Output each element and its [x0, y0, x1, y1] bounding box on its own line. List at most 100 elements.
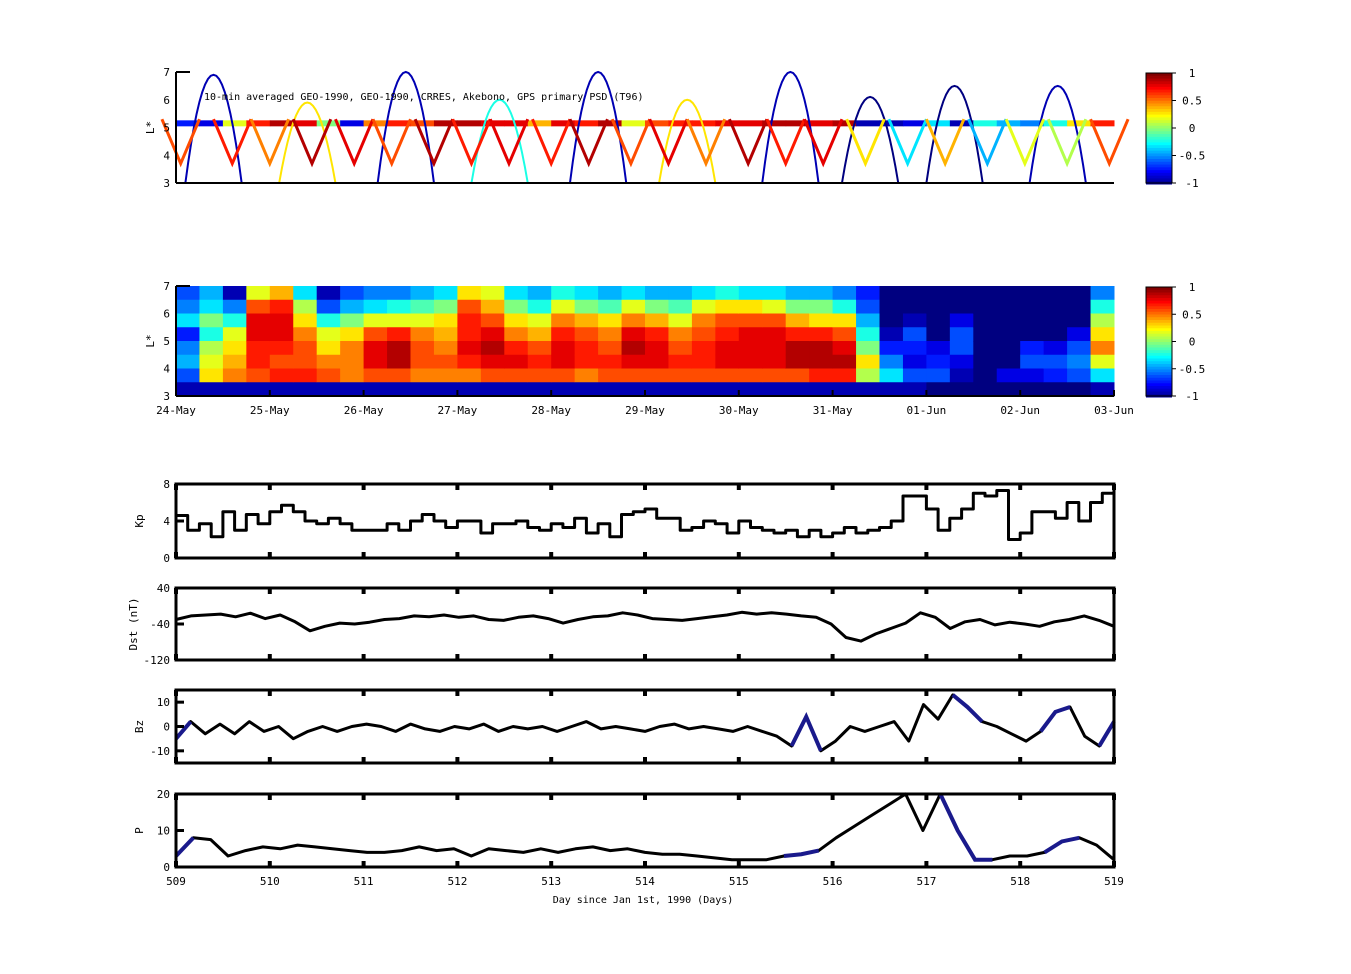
colorbar-tick-label: -0.5 [1179, 363, 1206, 376]
colorbar-cell [1146, 147, 1172, 152]
heatmap-cell [551, 368, 576, 383]
geo-track-cell [902, 120, 927, 127]
colorbar-cell [1146, 339, 1172, 343]
heatmap-cell [246, 313, 271, 328]
geo-track-cell [762, 120, 787, 127]
heatmap-cell [527, 341, 552, 356]
heatmap-cell [1020, 313, 1045, 328]
highlight-segment [938, 793, 993, 862]
colorbar-cell [1146, 109, 1172, 113]
heatmap-cell [340, 286, 365, 301]
colorbar-cell [1146, 353, 1172, 357]
geo-track-cell [574, 120, 599, 127]
heatmap-cell [316, 299, 341, 314]
geo-track-cell [832, 120, 857, 127]
x-tick-label: 517 [916, 875, 936, 888]
heatmap-cell [222, 327, 247, 342]
geo-track-cell [176, 120, 200, 127]
heatmap-cell [387, 299, 411, 314]
heatmap-cell [199, 382, 224, 397]
heatmap-cell [433, 341, 458, 356]
colorbar-cell [1146, 386, 1172, 390]
colorbar-cell [1146, 331, 1172, 335]
heatmap-cell [809, 327, 834, 342]
heatmap-cell [598, 341, 623, 356]
y-tick-label: 4 [163, 515, 170, 528]
heatmap-cell [949, 299, 974, 314]
heatmap-cell [199, 341, 224, 356]
heatmap-cell [410, 382, 435, 397]
colorbar-cell [1146, 295, 1172, 299]
colorbar-cell [1146, 139, 1172, 143]
crres-pass-track [845, 118, 886, 168]
heatmap-cell [574, 313, 599, 328]
colorbar-cell [1146, 333, 1172, 337]
heatmap-cell [433, 299, 458, 314]
heatmap-cell [856, 299, 880, 314]
gps-pass-track [840, 95, 900, 184]
heatmap-cell [222, 286, 247, 301]
heatmap-cell [340, 368, 365, 383]
heatmap-cell [832, 341, 857, 356]
heatmap-cell [1043, 368, 1068, 383]
heatmap-cell [762, 313, 787, 328]
y-tick-label: 6 [163, 94, 170, 107]
heatmap-cell [551, 299, 576, 314]
colorbar-cell [1146, 306, 1172, 310]
heatmap-cell [691, 341, 716, 356]
heatmap-cell [269, 286, 294, 301]
heatmap-cell [785, 354, 810, 369]
geo-track-cell [715, 120, 740, 127]
heatmap-cell [480, 341, 505, 356]
heatmap-cell [762, 368, 787, 383]
heatmap-cell [269, 299, 294, 314]
heatmap-cell [856, 382, 880, 397]
date-tick-label: 31-May [813, 404, 853, 417]
psd-geo-panel: 10-min averaged GEO-1990, GEO-1990, CRRE… [160, 70, 1130, 184]
heatmap-cell [176, 354, 200, 369]
heatmap-cell [785, 368, 810, 383]
heatmap-cell [340, 313, 365, 328]
heatmap-cell [856, 327, 880, 342]
colorbar-cell [1146, 311, 1172, 315]
heatmap-cell [926, 313, 951, 328]
series-line-bz [174, 693, 1116, 753]
heatmap-cell [1090, 327, 1115, 342]
geo-track-cell [222, 120, 247, 127]
heatmap-cell [621, 382, 646, 397]
crres-pass-track [925, 118, 966, 168]
panel-frame [174, 586, 1116, 662]
heatmap-cell [504, 368, 529, 383]
colorbar-cell [1146, 86, 1172, 91]
heatmap-cell [1043, 341, 1068, 356]
heatmap-cell [1043, 354, 1068, 369]
heatmap-cell [246, 382, 271, 397]
heatmap-cell [1090, 313, 1115, 328]
heatmap-cell [433, 327, 458, 342]
heatmap-cell [269, 313, 294, 328]
colorbar-cell [1146, 134, 1172, 138]
heatmap-cell [762, 354, 787, 369]
heatmap-cell [879, 313, 904, 328]
crres-pass-track [488, 118, 530, 168]
heatmap-cell [856, 368, 880, 383]
heatmap-cell [363, 327, 388, 342]
heatmap-cell [785, 327, 810, 342]
colorbar-cell [1146, 161, 1172, 166]
heatmap-cell [340, 327, 365, 342]
heatmap-cell [457, 354, 482, 369]
heatmap-cell [996, 327, 1021, 342]
colorbar-cell [1146, 298, 1172, 302]
colorbar-cell [1146, 309, 1172, 313]
heatmap-cell [410, 313, 435, 328]
heatmap-cell [1043, 313, 1068, 328]
psd-heatmap-panel [176, 286, 1115, 397]
heatmap-cell [387, 286, 411, 301]
heatmap-cell [316, 341, 341, 356]
colorbar-cell [1146, 314, 1172, 318]
heatmap-cell [668, 299, 693, 314]
heatmap-cell [527, 327, 552, 342]
colorbar-tick-label: -1 [1185, 390, 1198, 403]
y-tick-label: 6 [163, 308, 170, 321]
